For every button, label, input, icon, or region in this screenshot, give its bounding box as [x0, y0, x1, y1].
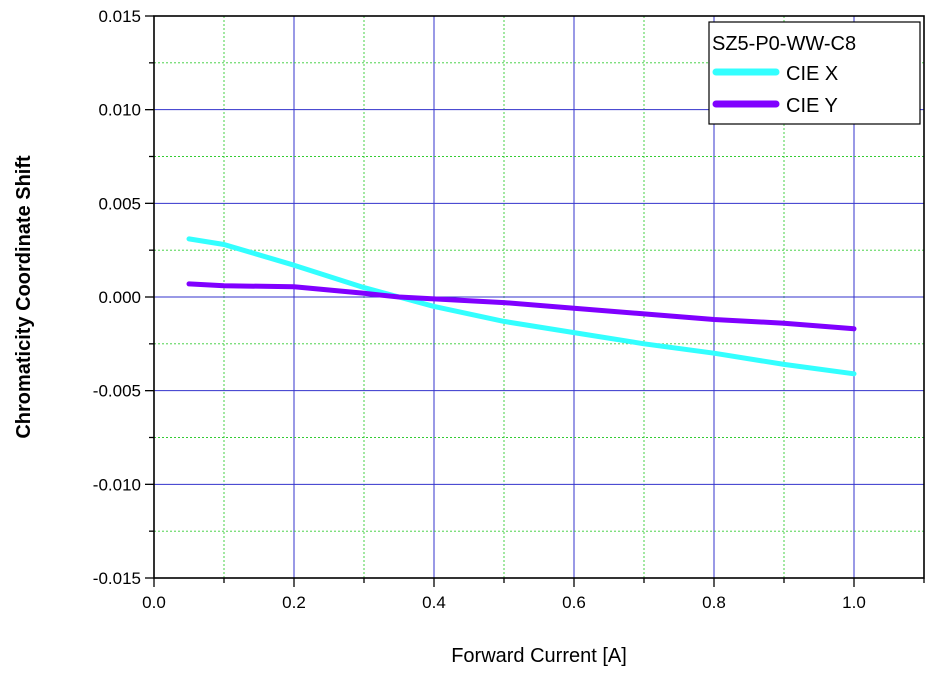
x-tick-label: 1.0	[842, 593, 866, 612]
x-tick-label: 0.0	[142, 593, 166, 612]
x-tick-label: 0.6	[562, 593, 586, 612]
x-tick-label: 0.8	[702, 593, 726, 612]
legend-title: SZ5-P0-WW-C8	[712, 33, 856, 55]
y-tick-label: -0.005	[93, 382, 141, 401]
y-axis-title: Chromaticity Coordinate Shift	[13, 155, 35, 439]
y-tick-label: 0.015	[98, 7, 141, 26]
tick-labels: 0.0 0.2 0.4 0.6 0.8 1.0 0.015 0.010 0.005 0.000 -0…	[93, 7, 866, 612]
legend-label-cie-x: CIE X	[786, 63, 838, 85]
ticks	[145, 15, 925, 587]
series-line-cie-y	[186, 281, 857, 332]
legend-label-cie-y: CIE Y	[786, 95, 838, 117]
series-line-cie-x	[186, 236, 857, 377]
x-tick-label: 0.2	[282, 593, 306, 612]
y-tick-label: -0.015	[93, 569, 141, 588]
y-tick-label: 0.010	[98, 101, 141, 120]
y-tick-label: 0.005	[98, 194, 141, 213]
legend: SZ5-P0-WW-C8 CIE X CIE Y	[708, 21, 921, 125]
y-tick-label: 0.000	[98, 288, 141, 307]
series-layer	[186, 236, 857, 377]
x-tick-label: 0.4	[422, 593, 446, 612]
x-axis-title: Forward Current [A]	[451, 645, 627, 667]
y-tick-label: -0.010	[93, 475, 141, 494]
